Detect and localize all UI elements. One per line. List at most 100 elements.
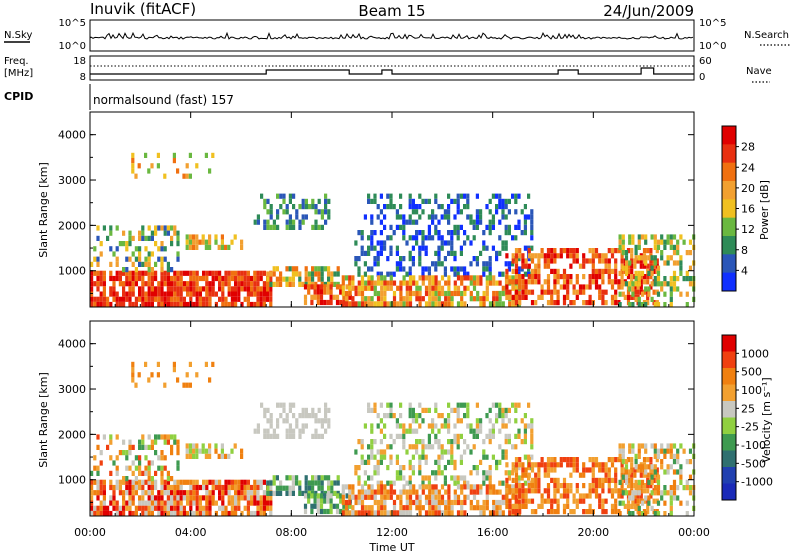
velocity-cell: [412, 484, 416, 490]
velocity-cell: [514, 483, 519, 489]
power-cell: [418, 275, 422, 281]
velocity-cell: [311, 480, 315, 486]
velocity-cell: [234, 479, 238, 485]
velocity-cell: [421, 489, 425, 495]
power-cell: [530, 268, 535, 274]
power-cell: [610, 253, 615, 259]
power-cell: [431, 275, 435, 281]
velocity-cell: [530, 433, 534, 439]
velocity-cell: [511, 462, 515, 468]
velocity-cell: [402, 505, 406, 511]
velocity-cell: [250, 495, 254, 501]
velocity-cell: [106, 444, 110, 450]
power-cell: [588, 300, 592, 306]
power-cell: [566, 294, 570, 300]
power-cell: [166, 270, 170, 276]
power-cell: [472, 296, 477, 302]
velocity-cell: [373, 499, 377, 506]
velocity-cell: [160, 500, 164, 506]
power-cell: [150, 267, 154, 273]
power-cell: [466, 271, 470, 277]
velocity-cell: [227, 490, 231, 496]
power-cell: [176, 296, 180, 302]
velocity-cell: [447, 505, 451, 511]
power-cell: [482, 290, 486, 297]
power-cell: [546, 248, 551, 254]
power-cell: [288, 198, 292, 204]
power-cell: [588, 248, 592, 254]
power-cell: [141, 275, 145, 282]
power-cell: [642, 289, 647, 295]
velocity-cell: [370, 494, 374, 500]
velocity-cell: [440, 449, 444, 455]
power-cell: [376, 280, 381, 286]
velocity-cell: [363, 423, 367, 429]
velocity-cell: [440, 423, 444, 429]
power-cell: [472, 275, 477, 281]
velocity-cell: [518, 509, 522, 515]
power-cell: [412, 280, 416, 286]
velocity-cell: [530, 477, 535, 483]
velocity-cell: [234, 490, 238, 496]
power-cell: [134, 281, 138, 287]
colorbar-tick-label: -100: [741, 439, 766, 452]
power-cell: [379, 245, 383, 251]
power-cell: [380, 290, 384, 297]
velocity-cell: [214, 510, 218, 517]
velocity-cell: [498, 402, 502, 408]
power-cell: [518, 300, 522, 306]
velocity-cell: [479, 428, 483, 434]
power-cell: [154, 286, 158, 292]
power-cell: [90, 286, 94, 292]
power-cell: [418, 245, 422, 251]
velocity-cell: [224, 484, 228, 491]
velocity-cell: [383, 413, 387, 419]
power-cell: [521, 263, 525, 269]
power-cell: [292, 204, 296, 210]
velocity-cell: [192, 453, 196, 459]
velocity-cell: [511, 470, 515, 476]
power-cell: [518, 274, 522, 280]
power-cell: [624, 270, 629, 276]
colorbar-tick-label: -25: [741, 421, 759, 434]
power-cell: [134, 275, 138, 282]
power-cell: [112, 286, 116, 292]
power-cell: [523, 214, 527, 220]
power-cell: [205, 286, 209, 292]
power-cell: [418, 296, 422, 302]
power-cell: [520, 230, 524, 236]
power-cell: [128, 281, 132, 287]
power-cell: [192, 301, 196, 308]
power-cell: [376, 261, 380, 267]
velocity-cell: [447, 484, 451, 490]
velocity-cell: [208, 495, 212, 501]
power-cell: [317, 224, 321, 230]
velocity-cell: [118, 479, 122, 485]
power-cell: [621, 281, 625, 287]
velocity-cell: [676, 453, 680, 459]
power-cell: [614, 300, 618, 306]
velocity-cell: [550, 503, 554, 509]
power-cell: [553, 289, 557, 295]
power-cell: [628, 281, 632, 287]
velocity-cell: [173, 484, 177, 491]
power-cell: [688, 265, 693, 271]
velocity-cell: [163, 479, 167, 485]
velocity-cell: [546, 493, 551, 499]
velocity-cell: [99, 460, 103, 466]
power-cell: [575, 289, 579, 295]
power-cell: [588, 274, 592, 280]
y-tick-label: 4000: [58, 338, 86, 351]
power-cell: [173, 291, 177, 297]
velocity-cell: [304, 423, 308, 429]
velocity-cell: [402, 428, 406, 434]
power-cell: [650, 265, 654, 271]
power-cell: [427, 224, 431, 230]
power-cell: [618, 234, 622, 240]
velocity-cell: [582, 472, 586, 478]
velocity-cell: [575, 457, 579, 463]
velocity-cell: [521, 483, 525, 489]
velocity-cell: [688, 490, 693, 496]
power-cell: [669, 291, 673, 297]
velocity-cell: [437, 494, 441, 500]
